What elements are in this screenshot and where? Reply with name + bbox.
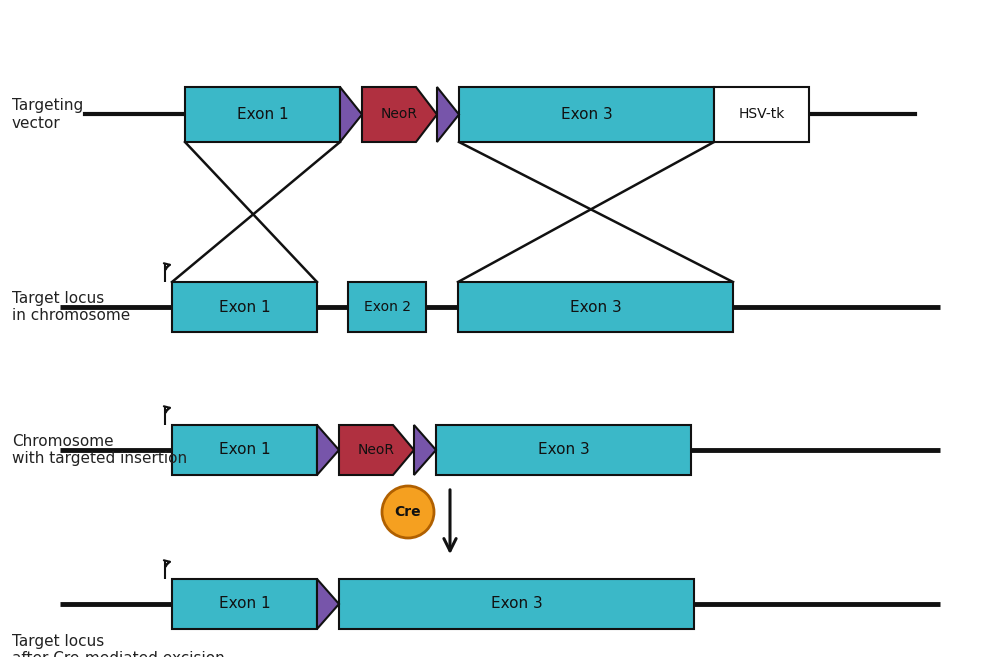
Text: Exon 3: Exon 3 bbox=[561, 107, 612, 122]
Text: Exon 1: Exon 1 bbox=[237, 107, 288, 122]
Bar bbox=[459, 87, 714, 142]
Text: Target locus
after Cre-mediated excision: Target locus after Cre-mediated excision bbox=[12, 634, 225, 657]
Circle shape bbox=[382, 486, 434, 538]
Text: Exon 3: Exon 3 bbox=[538, 443, 589, 457]
Text: NeoR: NeoR bbox=[381, 108, 418, 122]
Text: Exon 1: Exon 1 bbox=[219, 443, 270, 457]
Polygon shape bbox=[437, 87, 459, 142]
Polygon shape bbox=[414, 425, 436, 475]
Bar bbox=[172, 282, 317, 332]
Bar bbox=[172, 425, 317, 475]
Text: NeoR: NeoR bbox=[358, 443, 395, 457]
Text: Exon 2: Exon 2 bbox=[364, 300, 411, 314]
Polygon shape bbox=[317, 425, 339, 475]
Text: Exon 3: Exon 3 bbox=[570, 300, 621, 315]
Polygon shape bbox=[317, 579, 339, 629]
Text: Target locus
in chromosome: Target locus in chromosome bbox=[12, 291, 130, 323]
Bar bbox=[172, 579, 317, 629]
Text: Exon 1: Exon 1 bbox=[219, 597, 270, 612]
Polygon shape bbox=[340, 87, 362, 142]
Text: Targeting
vector: Targeting vector bbox=[12, 99, 83, 131]
Bar bbox=[348, 282, 426, 332]
Polygon shape bbox=[339, 425, 414, 475]
Text: Exon 1: Exon 1 bbox=[219, 300, 270, 315]
Polygon shape bbox=[362, 87, 437, 142]
Bar bbox=[714, 87, 809, 142]
Text: Cre: Cre bbox=[395, 505, 421, 519]
Bar bbox=[339, 579, 694, 629]
Bar bbox=[185, 87, 340, 142]
Text: Chromosome
with targeted insertion: Chromosome with targeted insertion bbox=[12, 434, 187, 466]
Text: Exon 3: Exon 3 bbox=[491, 597, 542, 612]
Text: HSV-tk: HSV-tk bbox=[738, 108, 785, 122]
Bar bbox=[458, 282, 733, 332]
Bar bbox=[436, 425, 691, 475]
